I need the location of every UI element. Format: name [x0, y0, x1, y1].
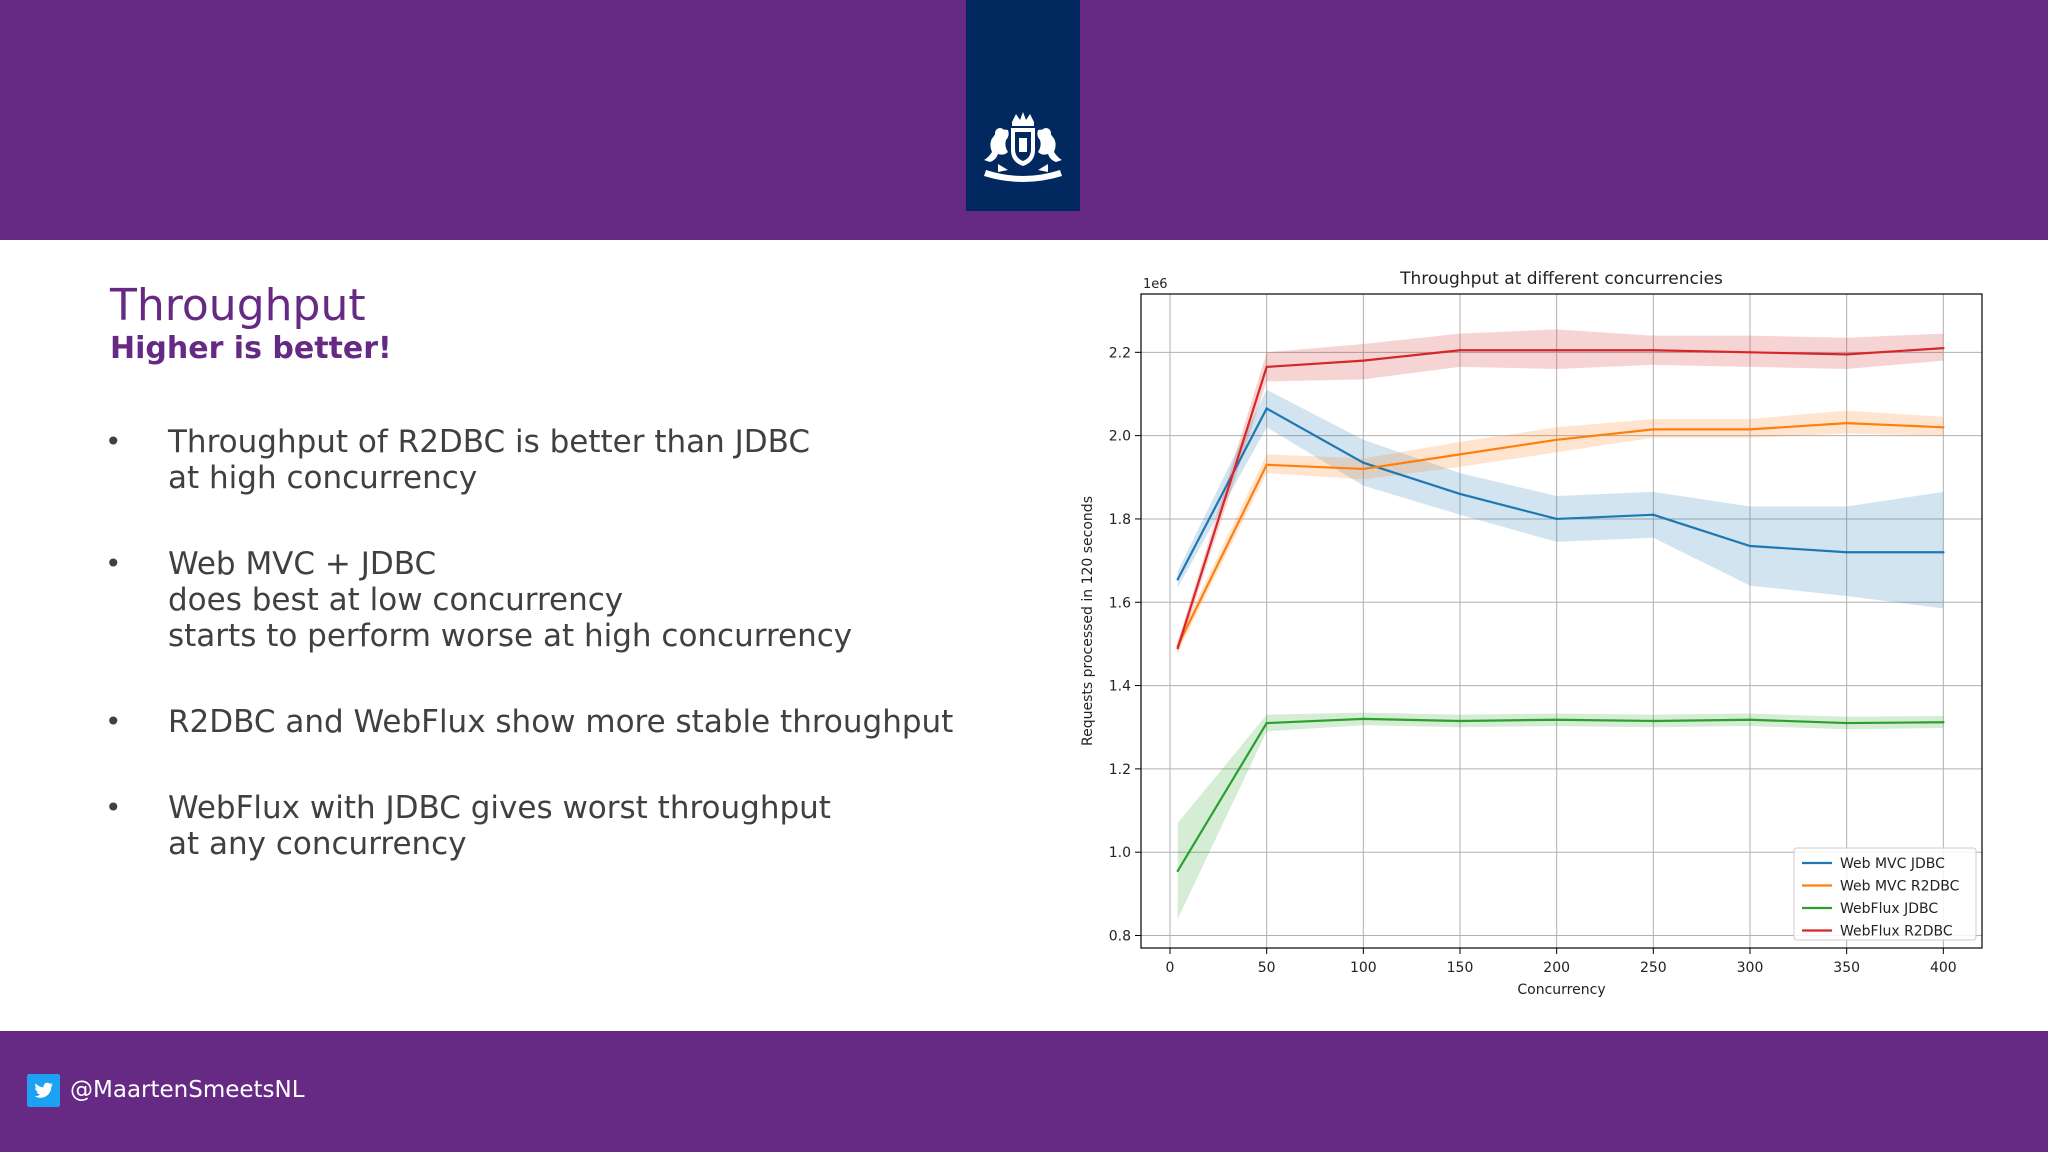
data-point — [1362, 717, 1365, 721]
y-tick-label: 0.8 — [1109, 929, 1131, 945]
y-tick-label: 1.6 — [1109, 595, 1131, 611]
y-tick-label: 1.2 — [1109, 762, 1131, 778]
y-axis-label: Requests processed in 120 seconds — [1080, 496, 1096, 746]
data-point — [1652, 513, 1655, 516]
data-point — [1942, 346, 1945, 350]
bullet-item: • WebFlux with JDBC gives worst throughpu… — [105, 790, 1005, 862]
x-axis-label: Concurrency — [1517, 982, 1605, 998]
data-point — [1748, 718, 1752, 721]
x-tick-label: 250 — [1640, 960, 1667, 976]
bullet-list: • Throughput of R2DBC is better than JDBC… — [105, 424, 1005, 912]
data-point — [1652, 428, 1655, 431]
y-offset-label: 1e6 — [1143, 277, 1168, 292]
bullet-line: R2DBC and WebFlux show more stable throu… — [168, 704, 954, 740]
legend-label: WebFlux R2DBC — [1840, 924, 1953, 940]
chart-title: Throughput at different concurrencies — [1399, 269, 1723, 289]
data-point — [1176, 578, 1179, 581]
data-point — [1265, 721, 1268, 725]
footer-band — [0, 1031, 2048, 1152]
y-tick-label: 2.0 — [1109, 429, 1131, 445]
bullet-line: Web MVC + JDBC — [168, 546, 437, 582]
data-point — [1176, 869, 1179, 873]
bullet-line: at any concurrency — [168, 826, 467, 862]
bullet-line: at high concurrency — [168, 460, 478, 496]
legend-label: Web MVC R2DBC — [1840, 879, 1960, 895]
coat-of-arms-icon — [984, 112, 1062, 182]
x-tick-label: 150 — [1447, 960, 1474, 976]
throughput-chart: 0 50 100 150 200 250 300 350 400 0.8 1.0 1.2 1.4 1.6 1… — [1070, 262, 2000, 1002]
x-tick-label: 0 — [1166, 960, 1175, 976]
twitter-icon — [27, 1074, 60, 1107]
slide-subtitle: Higher is better! — [110, 331, 392, 366]
data-point — [1458, 453, 1462, 456]
bullet-dot: • — [105, 425, 122, 458]
plot-frame — [1140, 293, 1983, 949]
data-point — [1942, 551, 1945, 554]
data-point — [1942, 426, 1945, 429]
x-tick-label: 300 — [1737, 960, 1764, 976]
legend-label: WebFlux JDBC — [1840, 901, 1938, 917]
confidence-band — [1177, 329, 1944, 655]
data-point — [1458, 719, 1462, 723]
y-tick-label: 1.0 — [1109, 845, 1131, 861]
data-point — [1362, 359, 1365, 362]
bullet-line: does best at low concurrency — [168, 582, 624, 618]
bullet-item: • Throughput of R2DBC is better than JDBC… — [105, 424, 1005, 496]
bullet-dot: • — [105, 547, 122, 580]
data-point — [1652, 719, 1655, 723]
data-point — [1176, 646, 1179, 650]
data-point — [1362, 467, 1365, 471]
data-point — [1942, 721, 1945, 724]
bullet-dot: • — [105, 791, 122, 824]
bullet-item: • R2DBC and WebFlux show more stable thro… — [105, 704, 1005, 740]
x-tick-label: 200 — [1543, 960, 1570, 976]
data-point — [1555, 438, 1558, 441]
data-point — [1265, 463, 1268, 466]
data-point — [1555, 517, 1558, 521]
bullet-line: starts to perform worse at high concurre… — [168, 618, 853, 654]
legend-label: Web MVC JDBC — [1840, 856, 1945, 872]
slide-title: Throughput — [110, 280, 366, 331]
twitter-handle[interactable]: @MaartenSmeetsNL — [70, 1077, 305, 1103]
data-point — [1845, 421, 1848, 425]
y-tick-label: 2.2 — [1109, 345, 1131, 361]
bullet-line: Throughput of R2DBC is better than JDBC — [168, 424, 811, 460]
y-tick-label: 1.8 — [1109, 512, 1131, 528]
x-tick-label: 350 — [1833, 960, 1860, 976]
data-point — [1458, 492, 1462, 496]
data-point — [1845, 551, 1848, 554]
data-point — [1362, 461, 1365, 464]
bullet-item: • Web MVC + JDBC does best at low concurre… — [105, 546, 1005, 654]
data-point — [1652, 349, 1655, 352]
data-point — [1845, 721, 1848, 725]
x-tick-label: 100 — [1350, 960, 1377, 976]
x-tick-label: 400 — [1930, 960, 1957, 976]
data-point — [1845, 353, 1848, 356]
confidence-band — [1177, 410, 1944, 653]
legend-box — [1793, 847, 1977, 941]
data-point — [1748, 544, 1752, 548]
confidence-band — [1177, 389, 1944, 609]
data-point — [1265, 407, 1268, 410]
data-point — [1555, 349, 1558, 352]
data-point — [1748, 351, 1752, 354]
chart-svg: 0 50 100 150 200 250 300 350 400 0.8 1.0 1.2 1.4 1.6 1… — [1080, 269, 1983, 998]
data-point — [1458, 349, 1462, 352]
x-tick-label: 50 — [1258, 960, 1276, 976]
government-logo — [966, 0, 1080, 211]
data-point — [1265, 365, 1268, 369]
data-point — [1555, 718, 1558, 721]
bullet-line: WebFlux with JDBC gives worst throughput — [168, 790, 831, 826]
data-point — [1748, 428, 1752, 431]
confidence-band — [1177, 712, 1944, 919]
y-tick-label: 1.4 — [1109, 679, 1131, 695]
bullet-dot: • — [105, 705, 122, 738]
